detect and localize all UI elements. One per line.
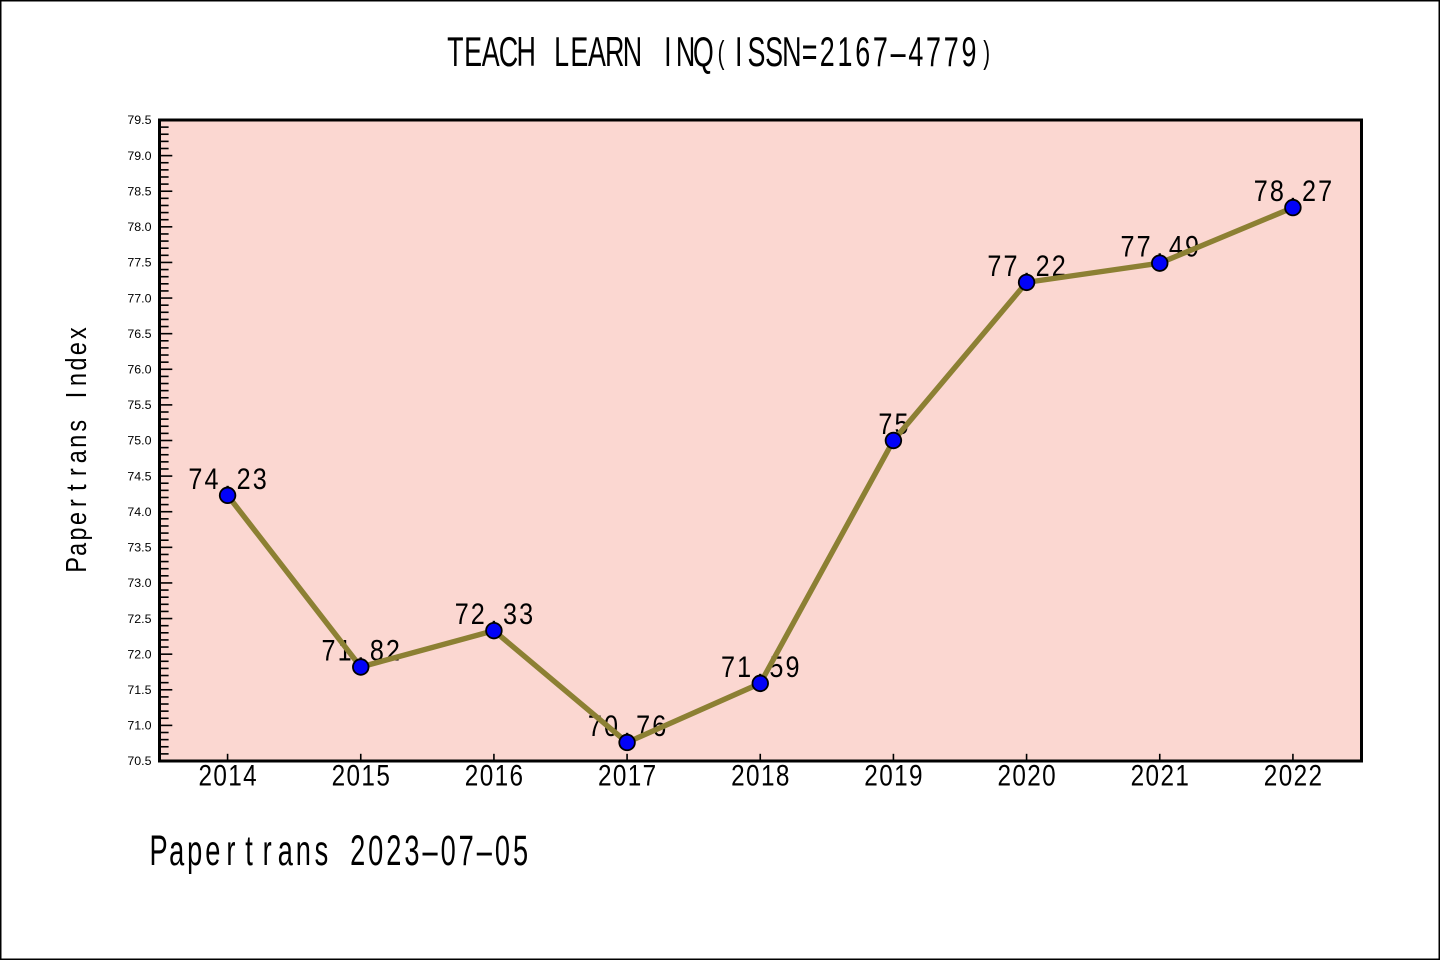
svg-text:78.0: 78.0: [127, 220, 151, 234]
svg-text:2022: 2022: [1264, 759, 1322, 792]
svg-text:Papertrans Index: Papertrans Index: [60, 327, 93, 572]
svg-text:74.5: 74.5: [127, 469, 151, 483]
svg-text:75.0: 75.0: [127, 434, 151, 448]
svg-text:2019: 2019: [864, 759, 922, 792]
svg-text:75.5: 75.5: [127, 398, 151, 412]
svg-text:Papertrans 2023–07–05: Papertrans 2023–07–05: [149, 827, 528, 875]
svg-text:79.5: 79.5: [127, 113, 151, 127]
svg-text:71.0: 71.0: [127, 719, 151, 733]
svg-text:76.0: 76.0: [127, 362, 151, 376]
svg-text:2018: 2018: [731, 759, 789, 792]
svg-text:72.5: 72.5: [127, 612, 151, 626]
svg-text:71.5: 71.5: [127, 683, 151, 697]
svg-text:77.0: 77.0: [127, 291, 151, 305]
svg-text:2017: 2017: [598, 759, 656, 792]
svg-text:73.5: 73.5: [127, 541, 151, 555]
svg-text:73.0: 73.0: [127, 576, 151, 590]
svg-text:77.5: 77.5: [127, 256, 151, 270]
svg-text:78.5: 78.5: [127, 184, 151, 198]
svg-text:70.5: 70.5: [127, 754, 151, 768]
svg-text:79.0: 79.0: [127, 149, 151, 163]
svg-text:72.0: 72.0: [127, 647, 151, 661]
svg-text:2021: 2021: [1131, 759, 1189, 792]
svg-text:2015: 2015: [332, 759, 390, 792]
svg-text:76.5: 76.5: [127, 327, 151, 341]
svg-text:2014: 2014: [198, 759, 256, 792]
svg-text:2020: 2020: [997, 759, 1055, 792]
svg-text:2016: 2016: [465, 759, 523, 792]
svg-text:74.0: 74.0: [127, 505, 151, 519]
